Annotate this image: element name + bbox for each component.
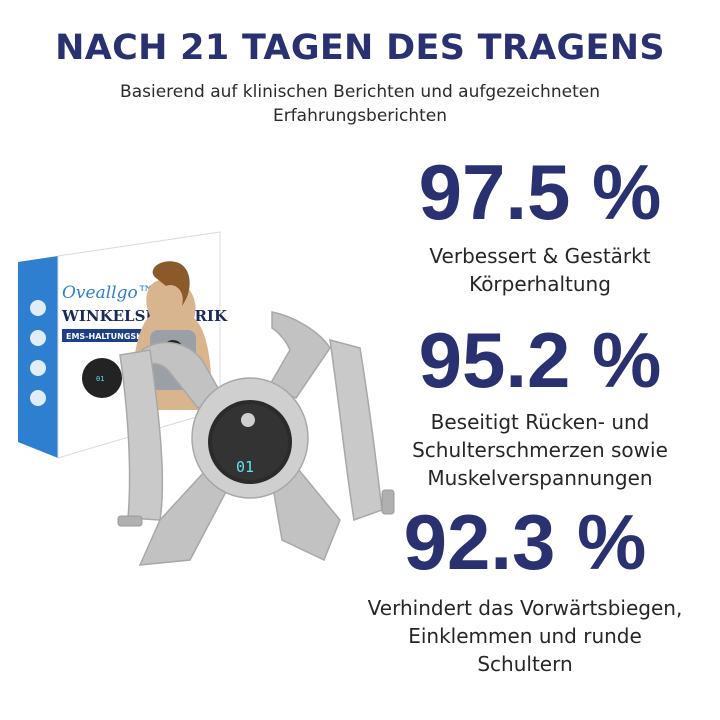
stat-line: Einklemmen und runde — [408, 624, 642, 648]
stat-line: Körperhaltung — [469, 272, 611, 296]
feature-icon — [30, 330, 46, 346]
svg-text:01: 01 — [96, 375, 104, 383]
feature-icon — [30, 300, 46, 316]
stat-line: Muskelverspannungen — [427, 466, 653, 490]
stat-line: Verhindert das Vorwärtsbiegen, — [367, 596, 683, 620]
stat-description: Verbessert & Gestärkt Körperhaltung — [380, 242, 700, 298]
subtitle: Basierend auf klinischen Berichten und a… — [120, 82, 600, 126]
product-image: Oveallgo™ WINKELSENSORIK EMS-HALTUNGSKOR… — [18, 231, 395, 566]
stat-value: 95.2 % — [418, 316, 662, 404]
stat-block-3: 92.3 % Verhindert das Vorwärtsbiegen, Ei… — [330, 502, 720, 678]
stat-line: Schulterschmerzen sowie — [412, 438, 668, 462]
posture-corrector: 01 — [117, 311, 395, 566]
box-device-icon — [82, 358, 122, 398]
stat-description: Beseitigt Rücken- und Schulterschmerzen … — [380, 408, 700, 492]
stat-value: 92.3 % — [403, 498, 647, 586]
page-title: NACH 21 TAGEN DES TRAGENS — [55, 28, 665, 68]
stat-line: Beseitigt Rücken- und — [430, 410, 650, 434]
device-display: 01 — [236, 458, 254, 476]
stat-line: Verbessert & Gestärkt — [429, 244, 651, 268]
stat-block-1: 97.5 % Verbessert & Gestärkt Körperhaltu… — [380, 152, 700, 298]
product-name: WINKELSENSORIK — [61, 307, 228, 325]
stat-block-2: 95.2 % Beseitigt Rücken- und Schultersch… — [380, 320, 700, 492]
product-subname: EMS-HALTUNGSKORREKTOR — [66, 332, 191, 341]
device-button-icon — [241, 413, 255, 427]
feature-icon — [30, 360, 46, 376]
product-brand: Oveallgo™ — [62, 283, 155, 303]
stat-line: Schultern — [477, 652, 573, 676]
stat-value: 97.5 % — [418, 148, 662, 236]
feature-icon — [30, 390, 46, 406]
stat-description: Verhindert das Vorwärtsbiegen, Einklemme… — [330, 594, 720, 678]
